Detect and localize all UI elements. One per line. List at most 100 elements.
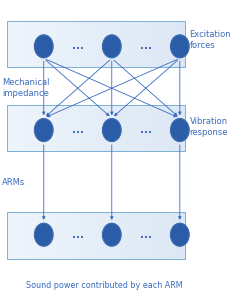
Bar bbox=[145, 212, 149, 259]
Bar bbox=[56, 105, 61, 151]
Bar bbox=[96, 212, 101, 259]
Bar bbox=[25, 21, 30, 67]
Bar bbox=[100, 105, 105, 151]
Circle shape bbox=[35, 223, 53, 246]
Bar bbox=[16, 212, 21, 259]
Bar bbox=[7, 105, 12, 151]
Bar bbox=[176, 105, 181, 151]
Bar bbox=[118, 21, 123, 67]
Bar bbox=[140, 212, 145, 259]
Bar bbox=[114, 105, 118, 151]
Bar bbox=[21, 212, 25, 259]
Bar bbox=[109, 21, 114, 67]
Bar bbox=[105, 212, 110, 259]
Circle shape bbox=[171, 223, 189, 246]
Bar bbox=[43, 105, 47, 151]
Bar bbox=[43, 212, 47, 259]
Bar bbox=[171, 212, 176, 259]
Bar bbox=[74, 212, 78, 259]
Bar bbox=[145, 21, 149, 67]
Bar bbox=[38, 21, 43, 67]
Bar bbox=[131, 212, 136, 259]
Bar bbox=[29, 105, 34, 151]
Bar bbox=[52, 105, 56, 151]
Bar bbox=[83, 212, 87, 259]
Bar bbox=[127, 212, 132, 259]
Circle shape bbox=[171, 119, 189, 141]
Bar bbox=[96, 21, 101, 67]
Bar bbox=[47, 21, 52, 67]
Bar bbox=[180, 21, 185, 67]
Bar bbox=[74, 105, 78, 151]
Bar bbox=[136, 21, 140, 67]
Bar bbox=[69, 21, 74, 67]
Bar bbox=[163, 21, 167, 67]
Bar bbox=[136, 105, 140, 151]
Bar bbox=[100, 21, 105, 67]
Circle shape bbox=[103, 223, 121, 246]
Bar bbox=[65, 105, 69, 151]
Text: ...: ... bbox=[72, 41, 84, 51]
Bar bbox=[118, 212, 123, 259]
Bar bbox=[78, 21, 83, 67]
Bar bbox=[56, 212, 61, 259]
Bar bbox=[78, 212, 83, 259]
Bar bbox=[21, 105, 25, 151]
Bar bbox=[78, 105, 83, 151]
Bar bbox=[158, 105, 163, 151]
Bar bbox=[127, 21, 132, 67]
Bar bbox=[87, 21, 92, 67]
Bar bbox=[69, 212, 74, 259]
Bar bbox=[29, 212, 34, 259]
Bar bbox=[92, 105, 96, 151]
Bar bbox=[127, 105, 132, 151]
Bar bbox=[29, 21, 34, 67]
Text: ...: ... bbox=[140, 125, 152, 135]
Bar bbox=[61, 105, 65, 151]
Bar bbox=[34, 105, 39, 151]
Bar bbox=[16, 105, 21, 151]
Bar bbox=[149, 212, 154, 259]
Text: ...: ... bbox=[140, 230, 152, 240]
Text: ARMs: ARMs bbox=[2, 178, 26, 187]
Bar bbox=[131, 21, 136, 67]
Bar bbox=[96, 105, 101, 151]
Bar bbox=[163, 212, 167, 259]
Text: Vibration
response: Vibration response bbox=[190, 117, 228, 137]
Bar bbox=[154, 21, 158, 67]
Bar bbox=[74, 21, 78, 67]
Bar bbox=[100, 212, 105, 259]
Bar bbox=[180, 212, 185, 259]
Circle shape bbox=[103, 35, 121, 58]
Bar bbox=[52, 21, 56, 67]
Bar bbox=[65, 212, 69, 259]
Bar bbox=[52, 212, 56, 259]
Bar bbox=[167, 105, 172, 151]
Bar bbox=[83, 21, 87, 67]
Bar bbox=[43, 21, 47, 67]
Bar bbox=[21, 21, 25, 67]
Bar bbox=[122, 212, 127, 259]
Bar bbox=[38, 212, 43, 259]
Bar bbox=[25, 105, 30, 151]
Bar bbox=[154, 212, 158, 259]
Bar bbox=[158, 212, 163, 259]
Bar bbox=[171, 21, 176, 67]
Circle shape bbox=[35, 119, 53, 141]
Bar bbox=[87, 105, 92, 151]
Text: Mechanical
impedance: Mechanical impedance bbox=[2, 78, 50, 98]
Bar bbox=[61, 212, 65, 259]
Bar bbox=[158, 21, 163, 67]
Bar bbox=[180, 105, 185, 151]
Bar bbox=[12, 21, 17, 67]
Bar bbox=[34, 212, 39, 259]
Bar bbox=[61, 21, 65, 67]
Bar bbox=[87, 212, 92, 259]
Bar bbox=[109, 212, 114, 259]
Bar bbox=[176, 21, 181, 67]
Bar bbox=[56, 21, 61, 67]
Bar bbox=[176, 212, 181, 259]
Bar bbox=[105, 21, 110, 67]
Bar bbox=[163, 105, 167, 151]
Circle shape bbox=[35, 35, 53, 58]
